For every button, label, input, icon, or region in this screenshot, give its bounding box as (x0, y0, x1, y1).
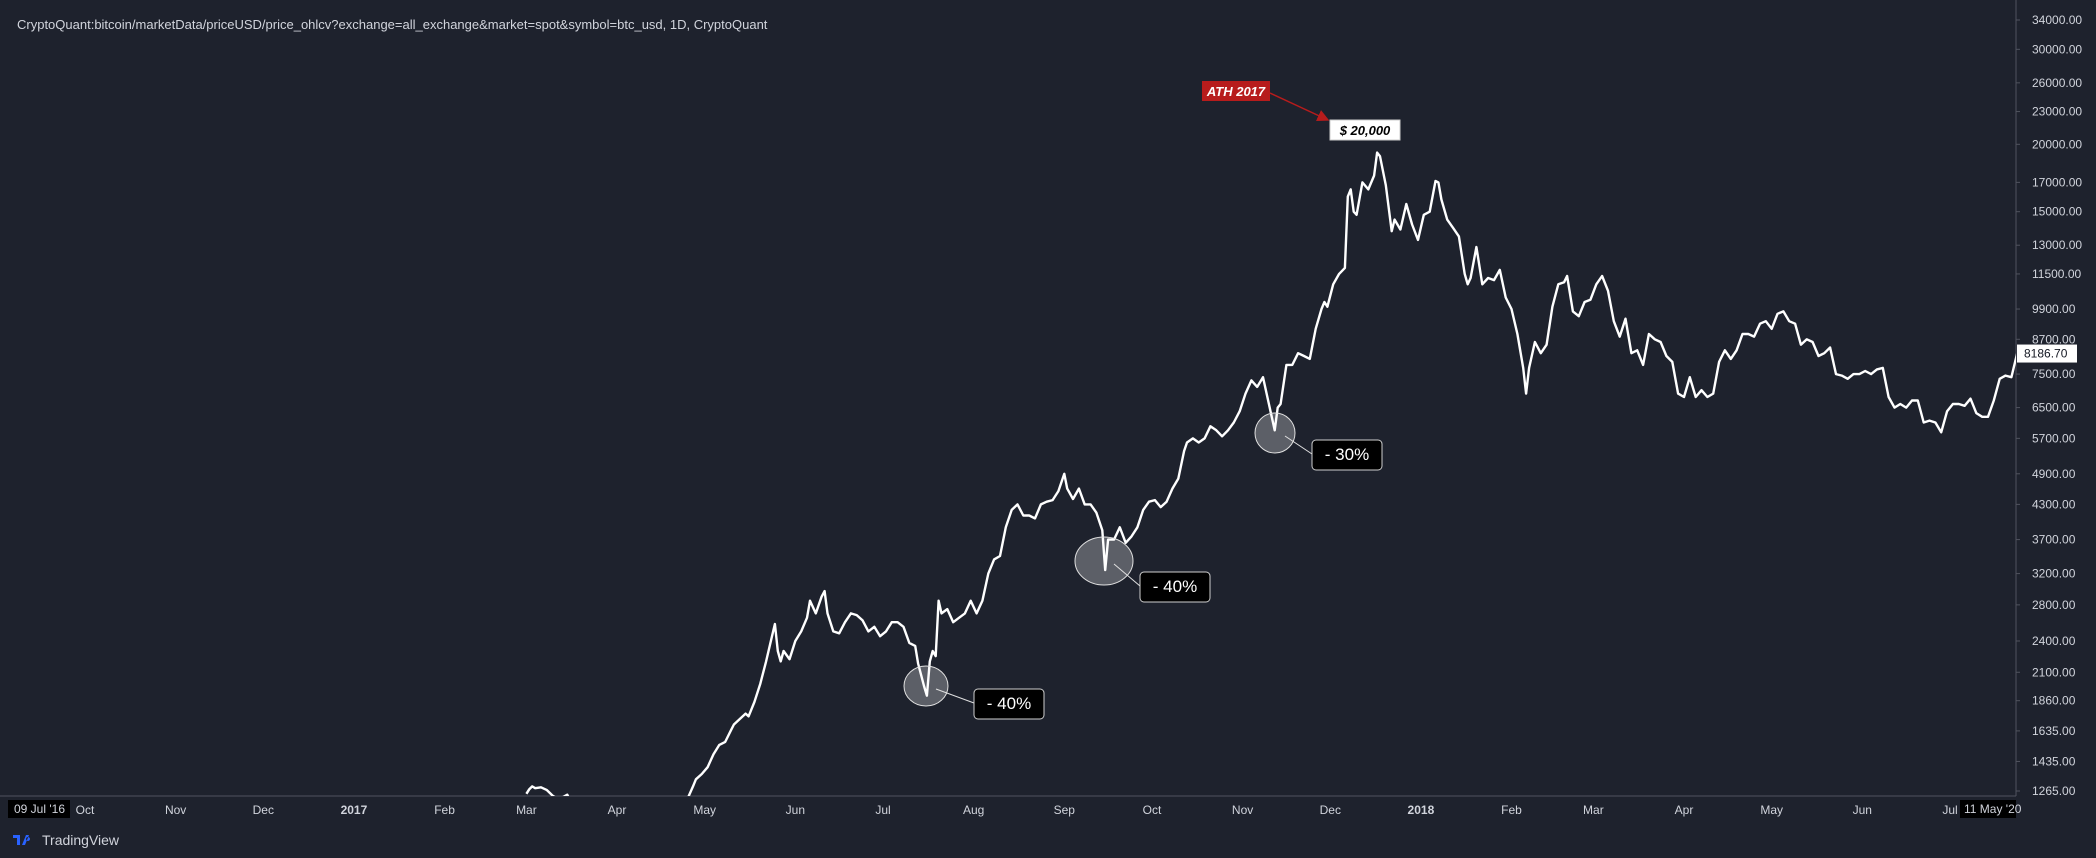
x-tick-label: Apr (608, 803, 627, 817)
x-tick-label: Aug (963, 803, 984, 817)
x-tick-label: Jun (786, 803, 805, 817)
y-tick-label: 6500.00 (2032, 401, 2076, 415)
x-tick-label: May (693, 803, 716, 817)
x-tick-label: Mar (1583, 803, 1604, 817)
x-tick-label: Apr (1675, 803, 1694, 817)
y-tick-label: 1860.00 (2032, 694, 2076, 708)
tradingview-icon (13, 835, 31, 845)
y-tick-label: 9900.00 (2032, 302, 2076, 316)
range-start-label: 09 Jul '16 (14, 802, 65, 816)
ath-label-box (1202, 81, 1270, 101)
drop-nov-circle (1254, 412, 1296, 454)
x-tick-label: Jun (1853, 803, 1872, 817)
x-tick-label: Oct (76, 803, 95, 817)
y-tick-label: 30000.00 (2032, 42, 2082, 56)
x-tick-label: Mar (516, 803, 537, 817)
y-tick-label: 1265.00 (2032, 784, 2076, 798)
y-tick-label: 4900.00 (2032, 467, 2076, 481)
y-tick-label: 3700.00 (2032, 533, 2076, 547)
series-group (525, 151, 2023, 840)
y-tick-label: 7500.00 (2032, 367, 2076, 381)
y-tick-label: 11500.00 (2032, 267, 2081, 281)
y-tick-label: 20000.00 (2032, 137, 2082, 151)
drop-jul-leader (935, 688, 975, 704)
drop-nov-label: - 30% (1325, 445, 1369, 464)
axes: 34000.00 30000.00 26000.00 23000.00 20000.00… (0, 0, 2082, 818)
drop-sep-box (1139, 571, 1211, 603)
x-tick-label: Jul (875, 803, 890, 817)
x-tick-label: Dec (253, 803, 274, 817)
drop-nov-box (1311, 439, 1383, 471)
y-tick-label: 8700.00 (2032, 332, 2076, 346)
y-tick-label: 15000.00 (2032, 205, 2082, 219)
x-tick-label: Nov (1232, 803, 1253, 817)
x-tick-label: Sep (1054, 803, 1076, 817)
y-tick-label: 2100.00 (2032, 665, 2076, 679)
y-tick-label: 1435.00 (2032, 754, 2076, 768)
y-tick-label: 2800.00 (2032, 598, 2076, 612)
x-tick-label: Nov (165, 803, 186, 817)
x-tick-label: 2017 (341, 803, 368, 817)
y-tick-label: 2400.00 (2032, 634, 2076, 648)
x-tick-label: May (1760, 803, 1783, 817)
range-start-box (8, 800, 70, 818)
y-tick-label: 26000.00 (2032, 76, 2082, 90)
range-end-box (1960, 800, 2016, 818)
price-series-line[interactable] (525, 151, 2023, 840)
y-tick-label: 23000.00 (2032, 105, 2082, 119)
x-tick-label: Oct (1143, 803, 1162, 817)
ath-label-text: ATH 2017 (1206, 84, 1266, 99)
last-price-label: 8186.70 (2024, 347, 2068, 361)
y-tick-label: 13000.00 (2032, 238, 2082, 252)
drop-jul-label: - 40% (987, 694, 1031, 713)
last-price-box (2017, 344, 2077, 363)
ath-price-box (1329, 119, 1401, 141)
y-tick-label: 34000.00 (2032, 13, 2082, 27)
chart-title: CryptoQuant:bitcoin/marketData/priceUSD/… (17, 17, 768, 32)
y-tick-label: 5700.00 (2032, 431, 2076, 445)
drop-sep-label: - 40% (1153, 577, 1197, 596)
x-tick-label: Feb (434, 803, 455, 817)
y-tick-label: 1635.00 (2032, 724, 2076, 738)
x-tick-label: 2018 (1408, 803, 1435, 817)
ath-price-text: $ 20,000 (1339, 123, 1391, 138)
x-tick-label: Feb (1501, 803, 1522, 817)
drop-nov-leader (1284, 435, 1313, 455)
x-tick-label: Jul (1942, 803, 1957, 817)
annotations-group: - 40% - 40% - 30% ATH 2017 $ 20,000 (903, 81, 1401, 720)
tradingview-logo[interactable]: TradingView (12, 832, 119, 848)
drop-jul-box (973, 688, 1045, 720)
drop-sep-circle (1074, 536, 1134, 586)
y-tick-label: 3200.00 (2032, 567, 2076, 581)
range-end-label: 11 May '20 (1964, 802, 2022, 816)
tradingview-wordmark: TradingView (42, 832, 120, 848)
ath-arrow (1269, 92, 1330, 122)
drop-jul-circle (903, 665, 949, 707)
x-tick-label: Dec (1320, 803, 1341, 817)
y-tick-label: 4300.00 (2032, 497, 2076, 511)
drop-sep-leader (1113, 563, 1141, 587)
y-tick-label: 17000.00 (2032, 175, 2082, 189)
